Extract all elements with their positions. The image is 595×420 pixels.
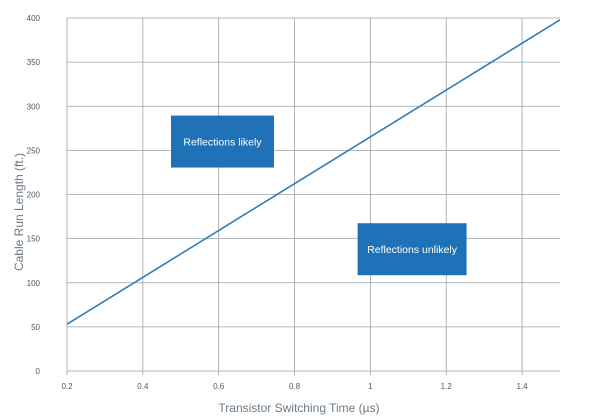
x-tick-label: 1.4: [517, 382, 529, 391]
y-tick-label: 150: [27, 235, 41, 244]
x-tick-labels: 0.2 0.4 0.6 0.8 1 1.2 1.4: [61, 382, 528, 391]
y-tick-label: 350: [27, 58, 41, 67]
x-tick-label: 0.6: [213, 382, 225, 391]
y-tick-labels: 0 50 100 150 200 250 300 350 400: [27, 14, 41, 376]
y-tick-label: 200: [27, 191, 41, 200]
x-tick-label: 0.2: [61, 382, 73, 391]
x-tick-label: 1: [368, 382, 373, 391]
x-tick-label: 0.4: [137, 382, 149, 391]
y-tick-label: 400: [27, 14, 41, 23]
annotation-background: [357, 223, 467, 276]
annotation-box: Reflections unlikely: [357, 223, 467, 276]
y-tick-label: 250: [27, 146, 41, 155]
y-tick-label: 50: [31, 323, 40, 332]
y-tick-label: 0: [36, 367, 41, 376]
grid-lines: [66, 17, 560, 375]
annotation-group: Reflections likely Reflections unlikely: [170, 115, 467, 276]
series-line: [66, 19, 561, 325]
annotation-background: [170, 115, 274, 168]
annotation-label: Reflections likely: [183, 137, 262, 149]
annotation-box: Reflections likely: [170, 115, 274, 168]
y-axis-title: Cable Run Length (ft.): [12, 153, 26, 271]
x-tick-label: 0.8: [289, 382, 301, 391]
annotation-label: Reflections unlikely: [367, 244, 458, 256]
y-tick-label: 100: [27, 279, 41, 288]
x-tick-label: 1.2: [441, 382, 453, 391]
y-tick-label: 300: [27, 102, 41, 111]
x-axis-title: Transistor Switching Time (µs): [218, 401, 379, 415]
series-group: [66, 19, 561, 325]
